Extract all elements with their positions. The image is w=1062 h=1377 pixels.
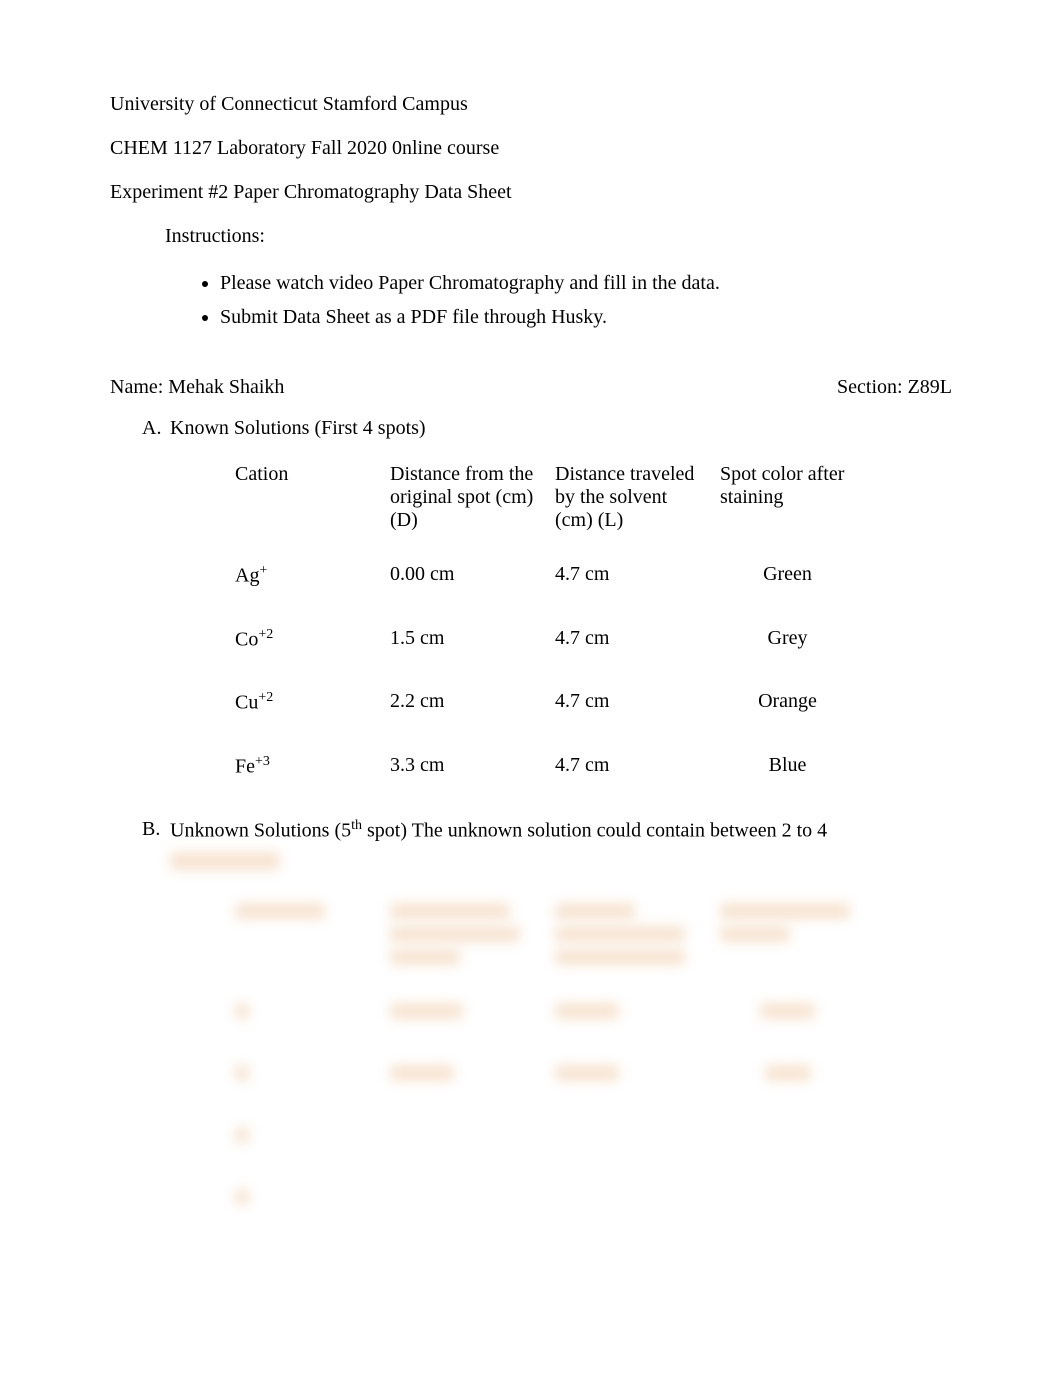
distance-l-cell — [545, 1045, 710, 1107]
distance-l-cell: 4.7 cm — [545, 671, 710, 735]
distance-d-cell — [380, 1169, 545, 1231]
color-cell: Orange — [710, 671, 865, 735]
table-row: Fe+33.3 cm4.7 cmBlue — [225, 734, 865, 798]
table-row: Co+21.5 cm4.7 cmGrey — [225, 607, 865, 671]
compound-cell — [225, 983, 380, 1045]
header-line-3: Experiment #2 Paper Chromatography Data … — [110, 178, 952, 206]
instruction-item: Submit Data Sheet as a PDF file through … — [220, 300, 952, 334]
cation-cell: Fe+3 — [225, 734, 380, 798]
color-cell — [710, 1107, 865, 1169]
instructions-list: Please watch video Paper Chromatography … — [110, 266, 952, 334]
table-row — [225, 1169, 865, 1231]
header-line-1: University of Connecticut Stamford Campu… — [110, 90, 952, 118]
distance-d-cell: 2.2 cm — [380, 671, 545, 735]
table-header — [380, 891, 545, 983]
section-a-title: Known Solutions (First 4 spots) — [170, 417, 426, 440]
cation-cell: Co+2 — [225, 607, 380, 671]
distance-l-cell — [545, 1169, 710, 1231]
distance-l-cell — [545, 1107, 710, 1169]
section-b-title: Unknown Solutions (5th spot) The unknown… — [170, 818, 827, 843]
color-cell: Green — [710, 544, 865, 608]
distance-d-cell — [380, 1107, 545, 1169]
table-row — [225, 1107, 865, 1169]
compound-cell — [225, 1169, 380, 1231]
known-solutions-table: Cation Distance from the original spot (… — [225, 450, 865, 800]
color-cell: Blue — [710, 734, 865, 798]
color-cell — [710, 1045, 865, 1107]
name-label: Name: Mehak Shaikh — [110, 376, 284, 399]
distance-l-cell: 4.7 cm — [545, 734, 710, 798]
distance-d-cell: 3.3 cm — [380, 734, 545, 798]
table-header — [710, 891, 865, 983]
table-header: Spot color after staining — [710, 452, 865, 544]
distance-d-cell — [380, 1045, 545, 1107]
blurred-text — [170, 852, 280, 870]
distance-l-cell — [545, 983, 710, 1045]
section-a-marker: A. — [142, 417, 170, 440]
color-cell — [710, 1169, 865, 1231]
table-row — [225, 983, 865, 1045]
table-row — [225, 1045, 865, 1107]
cation-cell: Ag+ — [225, 544, 380, 608]
distance-d-cell: 1.5 cm — [380, 607, 545, 671]
distance-d-cell — [380, 983, 545, 1045]
table-row: Cu+22.2 cm4.7 cmOrange — [225, 671, 865, 735]
instruction-item: Please watch video Paper Chromatography … — [220, 266, 952, 300]
section-b-heading: B. Unknown Solutions (5th spot) The unkn… — [142, 818, 952, 843]
table-header: Cation — [225, 452, 380, 544]
unknown-solutions-table — [225, 889, 865, 1232]
table-header — [545, 891, 710, 983]
section-a-heading: A. Known Solutions (First 4 spots) — [142, 417, 952, 440]
compound-cell — [225, 1107, 380, 1169]
distance-d-cell: 0.00 cm — [380, 544, 545, 608]
section-label: Section: Z89L — [837, 376, 952, 399]
table-header: Distance traveled by the solvent (cm) (L… — [545, 452, 710, 544]
table-row: Ag+0.00 cm4.7 cmGreen — [225, 544, 865, 608]
color-cell — [710, 983, 865, 1045]
section-b-marker: B. — [142, 818, 170, 843]
table-header: Distance from the original spot (cm) (D) — [380, 452, 545, 544]
distance-l-cell: 4.7 cm — [545, 544, 710, 608]
table-header — [225, 891, 380, 983]
instructions-label: Instructions: — [110, 222, 952, 250]
distance-l-cell: 4.7 cm — [545, 607, 710, 671]
cation-cell: Cu+2 — [225, 671, 380, 735]
color-cell: Grey — [710, 607, 865, 671]
compound-cell — [225, 1045, 380, 1107]
header-line-2: CHEM 1127 Laboratory Fall 2020 0nline co… — [110, 134, 952, 162]
